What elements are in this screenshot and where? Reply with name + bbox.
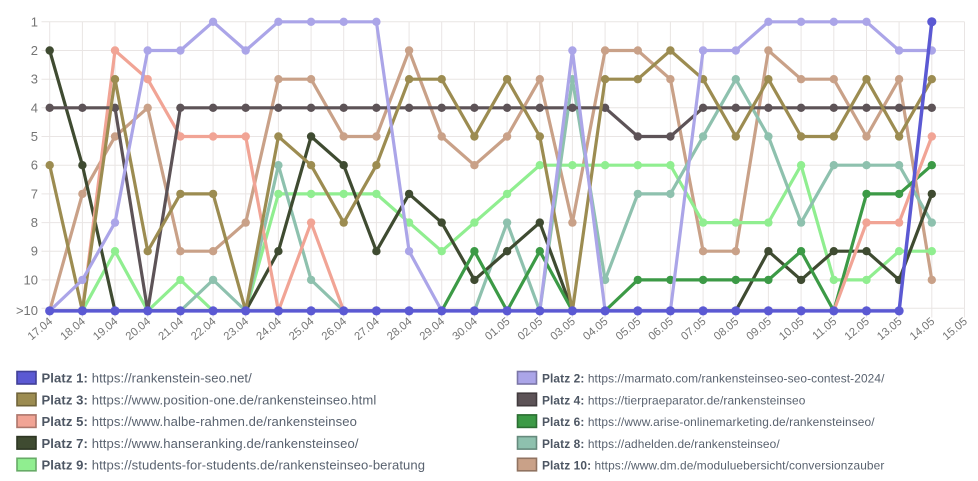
svg-text:Platz 3: https://www.position-: Platz 3: https://www.position-one.de/ran… xyxy=(42,392,377,407)
svg-text:Platz 8: https://adhelden.de/r: Platz 8: https://adhelden.de/rankenstein… xyxy=(542,437,780,451)
svg-text:Platz 6: https://www.arise-onl: Platz 6: https://www.arise-onlinemarketi… xyxy=(542,415,875,429)
svg-text:Platz 5: https://www.halbe-rah: Platz 5: https://www.halbe-rahmen.de/ran… xyxy=(42,414,358,429)
svg-text:9: 9 xyxy=(31,244,38,259)
svg-text:Platz 9: https://students-for-: Platz 9: https://students-for-students.d… xyxy=(42,458,426,473)
svg-text:Platz 4: https://tierpraeparat: Platz 4: https://tierpraeparator.de/rank… xyxy=(542,393,806,407)
svg-text:Platz 1: https://rankenstein-s: Platz 1: https://rankenstein-seo.net/ xyxy=(42,371,253,386)
svg-text:1: 1 xyxy=(31,14,38,29)
svg-text:Platz 2: https://marmato.com/r: Platz 2: https://marmato.com/rankenstein… xyxy=(542,372,885,386)
svg-text:7: 7 xyxy=(31,186,38,201)
svg-text:2: 2 xyxy=(31,43,38,58)
svg-text:Platz 7: https://www.hanserank: Platz 7: https://www.hanseranking.de/ran… xyxy=(42,436,359,451)
svg-text:6: 6 xyxy=(31,158,38,173)
svg-text:3: 3 xyxy=(31,72,38,87)
svg-text:10: 10 xyxy=(24,272,38,287)
svg-text:Platz 10: https://www.dm.de/mo: Platz 10: https://www.dm.de/moduluebersi… xyxy=(542,459,884,473)
svg-text:4: 4 xyxy=(31,100,38,115)
svg-text:5: 5 xyxy=(31,129,38,144)
svg-text:>10: >10 xyxy=(16,303,38,318)
svg-text:8: 8 xyxy=(31,215,38,230)
